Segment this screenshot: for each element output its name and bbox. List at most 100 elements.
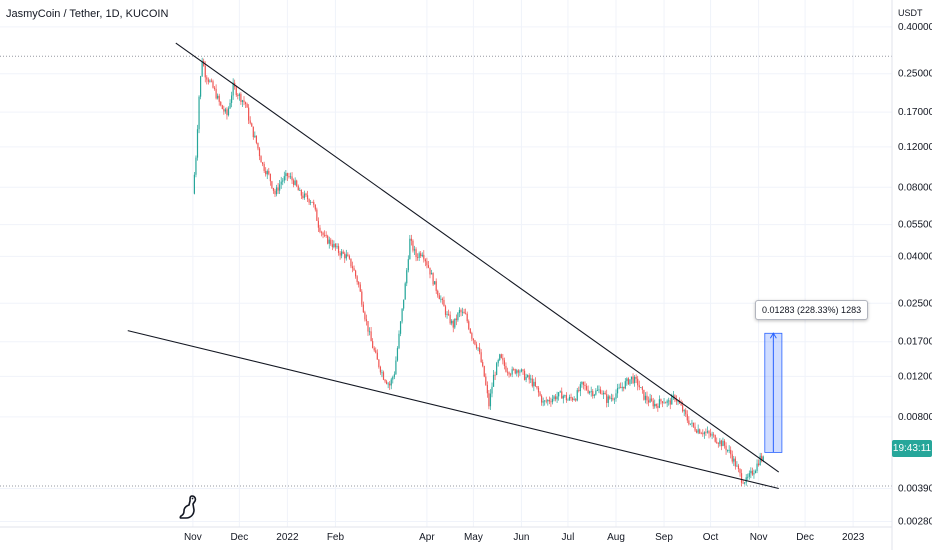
candle-body bbox=[353, 268, 355, 271]
candle-body bbox=[417, 257, 419, 258]
price-axis[interactable]: 0.40000 0.25000 0.17000 0.12000 0.08000 0.055… bbox=[898, 22, 932, 528]
candle-body bbox=[663, 402, 665, 404]
candle-body bbox=[454, 318, 456, 328]
candle-body bbox=[469, 328, 471, 334]
candle-body bbox=[513, 369, 515, 371]
candle-body bbox=[303, 193, 306, 198]
candle-body bbox=[201, 61, 203, 77]
candle-body bbox=[700, 433, 702, 435]
candle-body bbox=[517, 370, 519, 373]
candle-body bbox=[671, 396, 673, 405]
candle-body bbox=[268, 171, 270, 174]
candle-body bbox=[305, 193, 307, 196]
candle-body bbox=[672, 395, 674, 397]
candle-body bbox=[389, 383, 391, 386]
candle-body bbox=[499, 354, 501, 361]
candle-body bbox=[310, 201, 312, 203]
candle-body bbox=[243, 100, 245, 103]
candle-body bbox=[638, 385, 640, 388]
candle-body bbox=[696, 430, 698, 433]
candle-body bbox=[280, 181, 282, 185]
candle-body bbox=[218, 95, 220, 102]
candle-body bbox=[733, 458, 735, 462]
tradingview-dino-icon[interactable] bbox=[178, 494, 200, 522]
x-tick-label: May bbox=[464, 532, 483, 543]
candle-body bbox=[585, 386, 588, 390]
candle-body bbox=[756, 463, 758, 471]
candle-body bbox=[506, 371, 509, 373]
candle-body bbox=[420, 253, 422, 257]
candle-body bbox=[252, 126, 254, 138]
trendline-upper[interactable] bbox=[175, 42, 780, 473]
candle-body bbox=[466, 313, 468, 322]
measure-tool[interactable] bbox=[764, 332, 783, 453]
candle-body bbox=[378, 359, 380, 367]
candle-body bbox=[362, 304, 364, 313]
candle-body bbox=[209, 80, 211, 82]
trendline-lower[interactable] bbox=[127, 330, 779, 490]
candle-body bbox=[461, 311, 464, 313]
candle-body bbox=[355, 270, 357, 277]
candle-body bbox=[751, 470, 753, 475]
time-axis[interactable]: Nov Dec 2022 Feb Apr May Jun Jul Aug Sep Oct Nov Dec… bbox=[184, 532, 865, 543]
x-tick-label: 2022 bbox=[276, 532, 299, 543]
x-tick-label: Sep bbox=[655, 532, 673, 543]
candle-body bbox=[210, 80, 213, 82]
candle-body bbox=[719, 440, 721, 444]
x-tick-label: 2023 bbox=[842, 532, 865, 543]
candle-body bbox=[530, 378, 532, 380]
candle-body bbox=[508, 372, 510, 375]
candle-body bbox=[634, 376, 636, 384]
candle-body bbox=[198, 96, 200, 130]
candle-body bbox=[395, 360, 397, 375]
candle-body bbox=[578, 390, 580, 392]
candle-body bbox=[306, 195, 309, 200]
candle-body bbox=[541, 395, 543, 403]
candle-body bbox=[367, 321, 369, 332]
candle-body bbox=[241, 100, 244, 102]
candle-body bbox=[443, 299, 445, 307]
candle-body bbox=[606, 394, 608, 403]
candle-body bbox=[424, 259, 426, 262]
candle-body bbox=[547, 399, 549, 402]
candle-body bbox=[458, 309, 461, 314]
candle-body bbox=[683, 410, 685, 412]
candle-body bbox=[520, 369, 523, 372]
candle-body bbox=[558, 392, 560, 397]
candle-body bbox=[285, 173, 287, 177]
candle-body bbox=[217, 95, 219, 99]
candle-body bbox=[603, 392, 605, 395]
candle-body bbox=[753, 473, 755, 475]
candle-body bbox=[471, 333, 473, 339]
candle-body bbox=[330, 239, 332, 245]
measure-label: 0.01283 (228.33%) 1283 bbox=[755, 300, 869, 320]
candle-body bbox=[711, 434, 713, 436]
candle-body bbox=[455, 318, 457, 321]
candle-body bbox=[511, 369, 513, 375]
candle-body bbox=[727, 449, 729, 451]
candle-body bbox=[277, 187, 279, 191]
candle-body bbox=[709, 433, 712, 436]
y-tick-label: 0.05500 bbox=[898, 220, 932, 231]
price-unit-label: USDT bbox=[898, 8, 923, 18]
candle-body bbox=[274, 190, 276, 195]
candle-body bbox=[720, 440, 722, 447]
y-tick-label: 0.01700 bbox=[898, 337, 932, 348]
candle-body bbox=[373, 348, 375, 351]
candle-body bbox=[317, 220, 319, 228]
candle-body bbox=[262, 162, 264, 165]
candle-body bbox=[376, 352, 378, 360]
candle-body bbox=[409, 238, 411, 260]
candle-body bbox=[237, 95, 239, 96]
candle-body bbox=[331, 244, 333, 248]
candle-body bbox=[358, 282, 360, 285]
candle-body bbox=[426, 261, 428, 266]
candle-body bbox=[744, 482, 746, 484]
candle-body bbox=[265, 170, 267, 175]
candle-body bbox=[410, 238, 412, 241]
trendlines[interactable] bbox=[127, 42, 780, 490]
candle-body bbox=[314, 204, 316, 210]
candle-body bbox=[626, 378, 628, 382]
candle-body bbox=[311, 201, 313, 203]
